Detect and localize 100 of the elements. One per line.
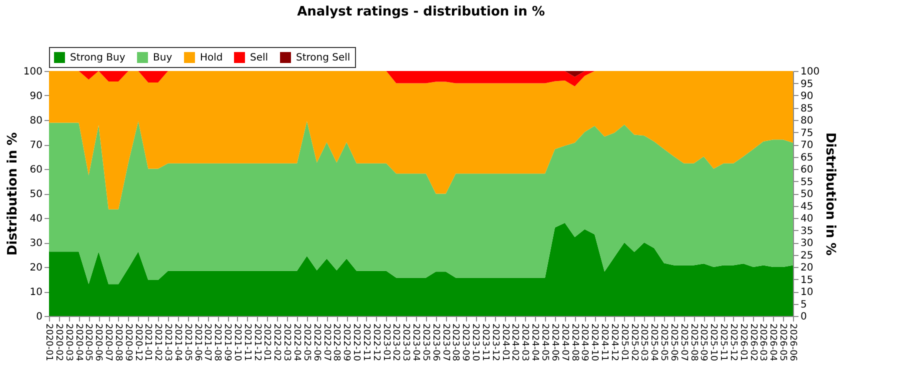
x-tick-label: 2020-05 [83,324,94,362]
legend-label: Buy [153,52,172,64]
x-tick-label: 2020-04 [73,324,84,362]
x-tick-label: 2026-01 [738,324,748,362]
x-tick-label: 2024-08 [569,324,580,362]
y2-tick-label: 70 [800,140,814,151]
x-tick-label: 2025-07 [678,324,688,362]
x-tick-label: 2022-04 [292,324,302,362]
legend-label: Hold [200,52,223,64]
x-tick-label: 2021-01 [142,324,153,362]
x-tick-label: 2023-07 [440,324,450,362]
y2-tick-label: 35 [800,226,814,237]
y-tick-label: 100 [23,66,42,78]
x-tick-label: 2025-04 [648,324,659,362]
x-tick-label: 2022-06 [311,324,322,362]
legend-label: Sell [250,52,268,64]
x-tick-label: 2023-11 [480,324,490,362]
x-tick-label: 2025-06 [668,324,678,362]
chart-title: Analyst ratings - distribution in % [297,4,545,20]
x-tick-label: 2024-03 [520,324,530,362]
x-tick-label: 2020-09 [122,324,133,362]
legend-label: Strong Sell [296,52,350,64]
x-tick-label: 2021-07 [202,324,212,362]
x-tick-label: 2021-08 [212,324,222,362]
x-tick-label: 2021-11 [242,324,252,362]
y-tick-label: 70 [30,140,42,151]
y2-tick-label: 65 [800,152,814,164]
y-tick-label: 10 [30,287,42,298]
legend-label: Strong Buy [70,52,126,64]
y2-tick-label: 95 [800,78,814,90]
x-tick-label: 2023-06 [430,324,440,362]
y2-tick-label: 15 [800,274,814,286]
x-tick-label: 2026-05 [778,324,788,362]
y2-tick-label: 60 [800,164,814,176]
x-tick-label: 2022-02 [272,324,282,362]
x-tick-label: 2024-05 [540,324,550,362]
x-tick-label: 2023-02 [390,324,401,362]
x-tick-label: 2025-12 [728,324,738,362]
x-tick-label: 2023-05 [420,324,430,362]
x-tick-label: 2020-07 [103,324,114,362]
x-tick-label: 2022-12 [370,324,381,362]
y2-axis-title: Distribution in % [822,132,838,256]
x-tick-label: 2026-06 [788,324,798,362]
x-tick-label: 2020-02 [53,324,64,362]
x-tick-label: 2026-03 [758,324,768,362]
x-tick-label: 2021-04 [172,324,182,362]
x-tick-label: 2025-11 [718,324,728,362]
y2-tick-label: 100 [800,66,820,78]
x-tick-label: 2020-08 [112,324,123,362]
x-tick-label: 2021-06 [192,324,202,362]
x-tick-label: 2022-03 [282,324,292,362]
x-tick-label: 2023-08 [450,324,460,362]
x-tick-label: 2026-02 [748,324,758,362]
x-tick-label: 2021-10 [232,324,242,362]
y-tick-label: 40 [30,214,42,224]
x-tick-label: 2024-02 [510,324,520,362]
x-tick-label: 2025-10 [708,324,718,362]
x-tick-label: 2024-11 [599,324,610,362]
y-tick-label: 60 [30,164,42,176]
y2-tick-label: 10 [800,287,814,298]
x-tick-label: 2020-03 [63,324,74,362]
x-tick-label: 2023-12 [490,324,500,362]
x-tick-label: 2023-10 [470,324,480,362]
y2-tick-label: 0 [800,312,807,322]
x-tick-label: 2024-12 [608,324,619,362]
y-tick-label: 0 [36,312,42,322]
x-tick-label: 2022-05 [301,324,312,362]
y-tick-label: 20 [30,262,42,274]
x-tick-label: 2022-08 [331,324,342,362]
x-tick-label: 2025-01 [618,324,629,362]
y-axis-title: Distribution in % [5,132,20,256]
x-tick-label: 2020-06 [93,324,104,362]
x-tick-label: 2023-03 [400,324,411,362]
x-tick-label: 2024-10 [589,324,600,362]
y2-tick-label: 50 [800,189,814,200]
y2-tick-label: 20 [800,262,814,274]
x-tick-label: 2022-10 [351,324,362,362]
x-tick-label: 2024-04 [530,324,540,362]
y-tick-label: 30 [30,238,42,249]
y2-tick-label: 90 [800,91,814,102]
x-tick-label: 2025-05 [658,324,669,362]
x-tick-label: 2021-03 [162,324,173,362]
x-tick-label: 2024-01 [500,324,510,362]
x-tick-label: 2025-02 [628,324,639,362]
x-tick-label: 2024-09 [579,324,590,362]
x-tick-label: 2023-09 [460,324,470,362]
y2-tick-label: 5 [800,299,807,310]
x-tick-label: 2022-07 [321,324,332,362]
x-tick-label: 2022-09 [341,324,352,362]
x-tick-label: 2024-06 [549,324,560,362]
y2-tick-label: 80 [800,116,814,126]
y2-tick-label: 85 [800,103,814,114]
y-tick-label: 90 [30,91,42,102]
x-tick-label: 2023-04 [410,324,421,362]
x-tick-label: 2022-01 [262,324,272,362]
x-tick-label: 2026-04 [768,324,778,362]
x-tick-label: 2025-03 [638,324,649,362]
x-tick-label: 2023-01 [380,324,391,362]
x-tick-label: 2020-01 [44,324,54,362]
y2-tick-label: 30 [800,238,814,249]
